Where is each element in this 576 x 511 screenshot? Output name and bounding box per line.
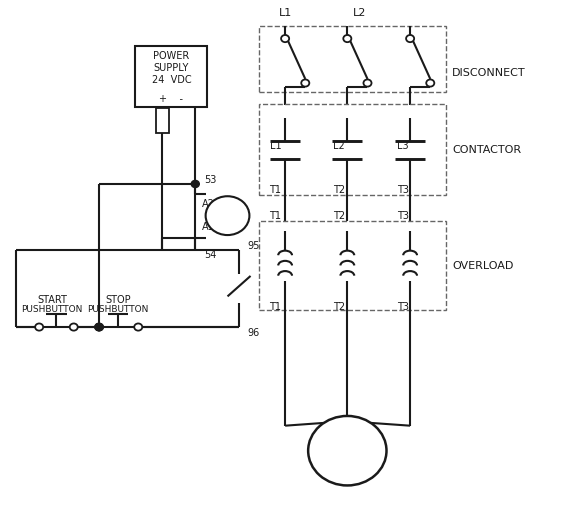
Text: A2: A2 — [202, 199, 215, 210]
Text: L2: L2 — [353, 8, 367, 18]
Text: T2: T2 — [332, 185, 345, 195]
Text: L3: L3 — [397, 141, 409, 151]
Bar — [259, 104, 446, 195]
Text: T1: T1 — [270, 301, 281, 312]
Text: T3: T3 — [397, 301, 409, 312]
Circle shape — [95, 323, 103, 331]
Text: SUPPLY: SUPPLY — [154, 63, 189, 73]
Circle shape — [191, 180, 199, 188]
Circle shape — [95, 323, 103, 331]
Circle shape — [95, 323, 103, 331]
Text: 1 PHASE: 1 PHASE — [323, 436, 372, 447]
Text: OVERLOAD: OVERLOAD — [452, 261, 514, 271]
Circle shape — [70, 323, 78, 331]
Text: M1: M1 — [219, 211, 236, 221]
Circle shape — [406, 35, 414, 42]
Bar — [259, 26, 446, 92]
Text: PUSHBUTTON: PUSHBUTTON — [88, 305, 149, 314]
Text: PUSHBUTTON: PUSHBUTTON — [21, 305, 82, 314]
Text: L1: L1 — [278, 8, 292, 18]
Circle shape — [134, 323, 142, 331]
Text: T1: T1 — [270, 211, 281, 221]
Text: +    -: + - — [160, 94, 183, 104]
Text: T2: T2 — [332, 211, 345, 221]
Text: POWER: POWER — [153, 51, 190, 61]
Text: 24  VDC: 24 VDC — [151, 75, 191, 85]
Text: T2: T2 — [332, 301, 345, 312]
Circle shape — [301, 79, 309, 86]
Text: T3: T3 — [397, 211, 409, 221]
Circle shape — [281, 35, 289, 42]
Circle shape — [343, 35, 351, 42]
Circle shape — [308, 416, 386, 485]
Circle shape — [363, 79, 372, 86]
Circle shape — [426, 79, 434, 86]
Bar — [259, 221, 446, 310]
Text: DISCONNECT: DISCONNECT — [452, 68, 526, 78]
Text: 53: 53 — [204, 175, 217, 185]
Circle shape — [206, 196, 249, 235]
Bar — [156, 108, 169, 133]
Bar — [135, 46, 207, 107]
Text: MOTOR: MOTOR — [326, 455, 369, 465]
Text: CONTACTOR: CONTACTOR — [452, 145, 521, 155]
Text: STOP: STOP — [105, 295, 131, 306]
Text: 54: 54 — [204, 250, 217, 261]
Text: L2: L2 — [333, 141, 344, 151]
Circle shape — [35, 323, 43, 331]
Text: 96: 96 — [248, 328, 260, 338]
Text: T1: T1 — [270, 185, 281, 195]
Text: START: START — [37, 295, 67, 306]
Text: T3: T3 — [397, 185, 409, 195]
Text: 95: 95 — [248, 241, 260, 251]
Text: A1: A1 — [202, 222, 215, 232]
Text: L1: L1 — [270, 141, 281, 151]
